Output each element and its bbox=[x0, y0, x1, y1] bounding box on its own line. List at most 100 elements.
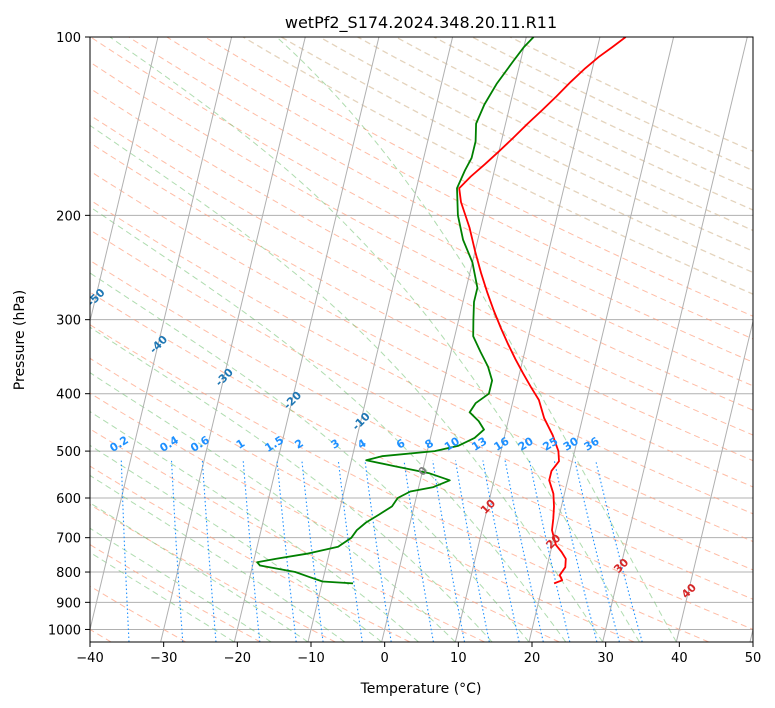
isotherm bbox=[0, 37, 11, 642]
moist-adiabat bbox=[90, 206, 567, 642]
chart-title: wetPf2_S174.2024.348.20.11.R11 bbox=[285, 13, 557, 33]
y-tick-label: 300 bbox=[56, 314, 81, 329]
isotherm-label: -40 bbox=[147, 333, 170, 356]
mixing-ratio-line bbox=[595, 460, 643, 642]
x-tick-label: 20 bbox=[524, 651, 541, 666]
moist-adiabat bbox=[90, 444, 382, 642]
moist-adiabat bbox=[90, 326, 493, 642]
x-tick-label: 30 bbox=[597, 651, 614, 666]
dry-adiabat bbox=[90, 544, 261, 642]
plot-frame bbox=[89, 36, 754, 643]
dry-adiabat bbox=[166, 37, 753, 340]
dry-adiabat bbox=[90, 170, 753, 515]
mixing-ratio-line bbox=[364, 460, 392, 642]
dry-adiabat bbox=[90, 428, 485, 642]
isotherms bbox=[0, 37, 753, 642]
dry-adiabat bbox=[509, 37, 753, 152]
mixing-ratio-line bbox=[454, 460, 490, 642]
isotherm-label: -60 bbox=[23, 234, 46, 257]
y-axis-label: Pressure (hPa) bbox=[12, 290, 28, 390]
isotherm bbox=[90, 37, 159, 324]
dry-adiabat bbox=[90, 392, 560, 642]
isotherm bbox=[381, 37, 527, 642]
mixing-ratio-line bbox=[553, 460, 598, 642]
mixing-ratio-line bbox=[301, 460, 324, 642]
x-tick-label: 0 bbox=[381, 651, 389, 666]
y-axis-ticks: 100 200 300 400 500 600 700 800 900 1000 bbox=[48, 31, 90, 638]
mixing-ratio-line bbox=[504, 460, 544, 642]
mixing-ratio-line bbox=[482, 460, 520, 642]
moist-adiabat bbox=[90, 372, 456, 642]
y-tick-label: 400 bbox=[56, 388, 81, 403]
isotherm bbox=[602, 37, 748, 642]
mixing-ratio-line bbox=[170, 460, 184, 642]
isotherm bbox=[749, 627, 753, 642]
mixing-ratio-line bbox=[403, 460, 434, 642]
dry-adiabat bbox=[204, 37, 753, 317]
mixing-ratio-line bbox=[337, 460, 363, 642]
moist-adiabat bbox=[90, 474, 346, 642]
mixing-ratio-line bbox=[528, 460, 571, 642]
dry-adiabats bbox=[90, 37, 753, 642]
dry-adiabat bbox=[319, 37, 753, 252]
isotherm bbox=[307, 37, 454, 642]
dry-adiabat bbox=[433, 37, 753, 191]
y-tick-label: 100 bbox=[56, 31, 81, 46]
y-tick-label: 600 bbox=[56, 492, 81, 507]
dry-adiabat bbox=[471, 37, 753, 172]
dry-adiabat bbox=[242, 37, 753, 295]
y-tick-label: 500 bbox=[56, 445, 81, 460]
y-tick-label: 900 bbox=[56, 596, 81, 611]
pressure-grid bbox=[90, 37, 753, 630]
isotherm-label: -20 bbox=[281, 389, 304, 412]
moist-adiabat bbox=[90, 410, 419, 642]
dry-adiabat bbox=[280, 37, 753, 274]
dry-adiabat bbox=[395, 37, 753, 211]
dry-adiabat bbox=[90, 504, 336, 642]
dry-adiabat bbox=[128, 37, 753, 363]
isotherm bbox=[454, 37, 601, 642]
y-tick-label: 700 bbox=[56, 532, 81, 547]
x-tick-label: 40 bbox=[671, 651, 688, 666]
x-tick-label: −20 bbox=[224, 651, 251, 666]
y-tick-label: 800 bbox=[56, 566, 81, 581]
warm-isotherm-label: 20 bbox=[543, 531, 563, 551]
dry-adiabat bbox=[90, 465, 411, 642]
dry-adiabat bbox=[90, 61, 753, 411]
moist-adiabat bbox=[90, 527, 272, 642]
isotherm bbox=[675, 319, 753, 642]
x-axis-label: Temperature (°C) bbox=[360, 681, 482, 697]
mixing-ratio-line bbox=[276, 460, 297, 642]
isotherm bbox=[90, 37, 233, 632]
moist-adiabat bbox=[90, 272, 530, 642]
series-layer bbox=[256, 37, 627, 585]
warm-isotherm-label: 30 bbox=[611, 556, 631, 576]
dry-adiabat bbox=[90, 37, 753, 387]
isotherm-label: -30 bbox=[213, 366, 236, 389]
mixing-ratio-label: 1 bbox=[234, 437, 247, 452]
plot-area: -100-90-80-70-60-50-40-30-20-10010203040… bbox=[0, 37, 753, 643]
dry-adiabat bbox=[90, 142, 753, 488]
x-axis-ticks: −40 −30 −20 −10 0 10 20 30 40 50 bbox=[76, 642, 761, 666]
y-tick-label: 200 bbox=[56, 209, 81, 224]
x-tick-label: 10 bbox=[450, 651, 467, 666]
data-series-line bbox=[458, 37, 627, 585]
y-tick-label: 1000 bbox=[48, 623, 81, 638]
dry-adiabat bbox=[90, 291, 753, 630]
moist-adiabat bbox=[90, 124, 604, 642]
x-tick-label: −30 bbox=[150, 651, 177, 666]
dry-adiabat bbox=[357, 37, 753, 232]
mixing-ratio-line bbox=[74, 461, 79, 643]
isotherm bbox=[160, 37, 306, 642]
mixing-ratio-label: 2 bbox=[292, 437, 305, 452]
warm-isotherm-label: 10 bbox=[478, 497, 498, 517]
moist-adiabat bbox=[276, 37, 677, 642]
isotherm-label: -50 bbox=[84, 286, 107, 309]
x-tick-label: 50 bbox=[745, 651, 762, 666]
dry-adiabat bbox=[90, 259, 753, 600]
warm-isotherm-label: 40 bbox=[679, 581, 699, 601]
moist-adiabats bbox=[90, 37, 677, 642]
dry-adiabat bbox=[90, 87, 753, 436]
